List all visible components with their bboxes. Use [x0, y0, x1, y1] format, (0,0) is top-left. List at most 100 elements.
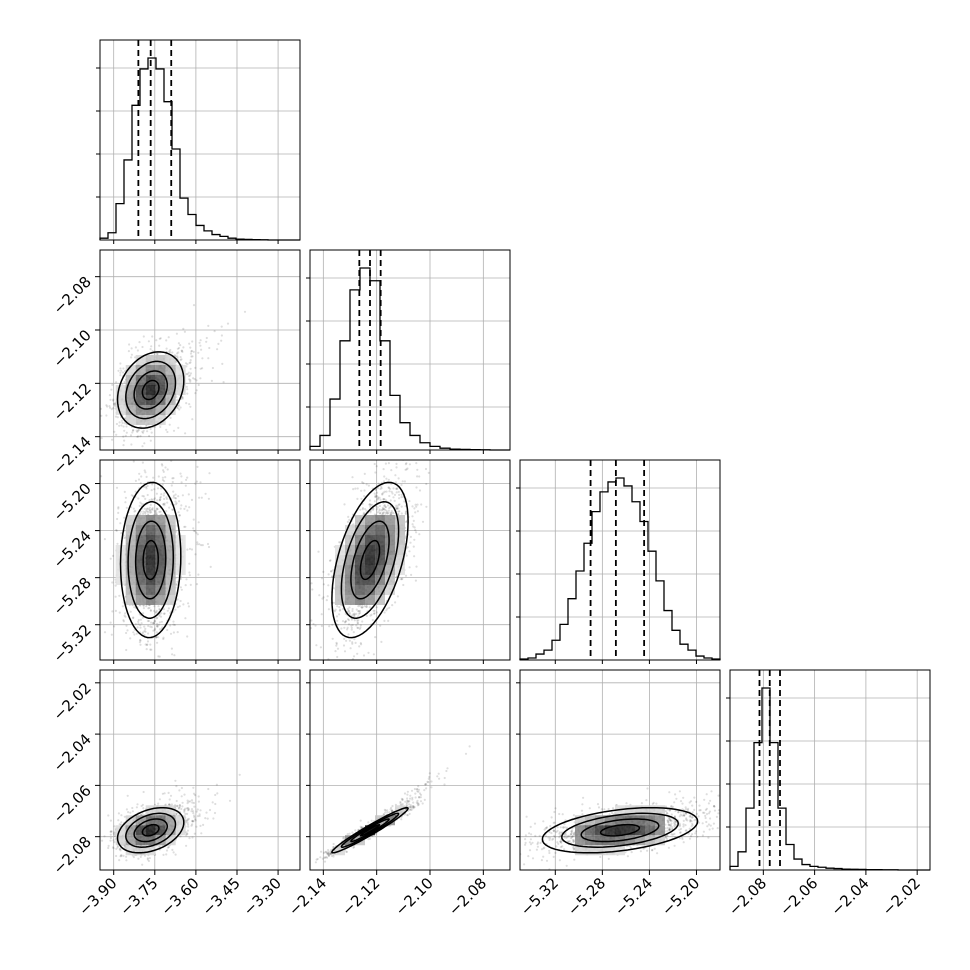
scatter-point [421, 520, 425, 523]
scatter-point [373, 492, 376, 495]
scatter-point [132, 495, 135, 498]
scatter-point [165, 510, 168, 513]
scatter-point [117, 507, 120, 510]
scatter-point [395, 462, 398, 465]
density-cell [135, 415, 146, 425]
scatter-point [355, 612, 358, 616]
scatter-point [174, 497, 178, 500]
scatter-point [111, 610, 114, 613]
scatter-point [130, 353, 133, 356]
density-cell [365, 565, 375, 575]
scatter-point [220, 334, 223, 337]
scatter-point [173, 654, 176, 657]
scatter-point [383, 504, 386, 507]
contour-4 [141, 379, 160, 401]
scatter-point [132, 663, 134, 665]
density-cell [165, 585, 176, 595]
scatter-point [124, 501, 127, 504]
scatter-point [161, 476, 164, 479]
scatter-point [380, 485, 383, 488]
scatter-point [386, 511, 389, 514]
scatter-point [189, 352, 193, 355]
density-cell [165, 575, 176, 585]
scatter-point [209, 565, 212, 569]
scatter-point [386, 512, 389, 515]
scatter-point [406, 467, 409, 470]
scatter-point [385, 510, 388, 513]
scatter-point [140, 622, 143, 625]
scatter-point [158, 344, 161, 347]
panel-content [310, 460, 430, 660]
scatter-point [310, 619, 313, 622]
density-cell [125, 405, 136, 415]
scatter-point [351, 642, 354, 645]
scatter-point [377, 496, 380, 499]
scatter-point [122, 619, 125, 622]
scatter-point [390, 490, 393, 493]
scatter-point [146, 430, 149, 433]
scatter-point [379, 511, 382, 515]
scatter-point [155, 507, 159, 510]
density-cell [155, 395, 166, 405]
scatter-point [129, 610, 132, 613]
scatter-point [147, 340, 150, 343]
density-cell [145, 515, 156, 525]
scatter-point [125, 631, 128, 635]
density-cell [125, 535, 136, 545]
scatter-point [192, 801, 196, 805]
scatter-point [142, 631, 145, 634]
scatter-point [186, 509, 189, 512]
scatter-point [328, 559, 332, 562]
scatter-point [151, 508, 154, 511]
scatter-point [140, 475, 143, 478]
scatter-point [201, 357, 204, 360]
scatter-point [226, 322, 230, 325]
density-cell [155, 545, 166, 555]
scatter-point [391, 492, 394, 495]
scatter-point [163, 502, 166, 505]
density-cell [395, 555, 405, 565]
scatter-point [338, 541, 341, 544]
scatter-point [108, 394, 111, 397]
scatter-point [161, 464, 164, 467]
contour-1 [116, 351, 185, 429]
scatter-point [343, 503, 346, 506]
scatter-point [160, 612, 163, 615]
scatter-point [381, 492, 384, 495]
scatter-point [186, 392, 189, 395]
density-cell [135, 375, 146, 385]
scatter-point [359, 642, 362, 645]
scatter-point [122, 444, 125, 447]
density-cell [335, 585, 345, 595]
histogram-panel-4 [726, 669, 931, 871]
scatter-point [332, 601, 336, 604]
scatter-point [200, 544, 203, 547]
scatter-point [381, 508, 384, 511]
density-cell [125, 515, 136, 525]
scatter-point [139, 482, 142, 485]
scatter-point [412, 519, 415, 523]
scatter-point [343, 621, 347, 624]
scatter-point [172, 496, 175, 499]
scatter-point [343, 650, 347, 653]
scatter-point [123, 439, 126, 442]
scatter-point [100, 437, 103, 440]
contour-4 [142, 539, 159, 581]
density-cell [155, 365, 166, 375]
scatter-point [194, 392, 197, 395]
density-cell [145, 585, 156, 595]
scatter-point [184, 584, 187, 587]
scatter-point [363, 605, 366, 608]
scatter-point [365, 509, 368, 512]
scatter-point [311, 588, 314, 591]
scatter-point [200, 348, 203, 351]
scatter-point [355, 624, 358, 627]
scatter-point [122, 620, 125, 623]
scatter-point [150, 489, 153, 492]
scatter-point [147, 619, 151, 623]
scatter-point [425, 505, 428, 508]
scatter-point [354, 487, 357, 490]
scatter-point [149, 643, 152, 646]
scatter-point [155, 636, 158, 639]
scatter-point [176, 352, 179, 355]
